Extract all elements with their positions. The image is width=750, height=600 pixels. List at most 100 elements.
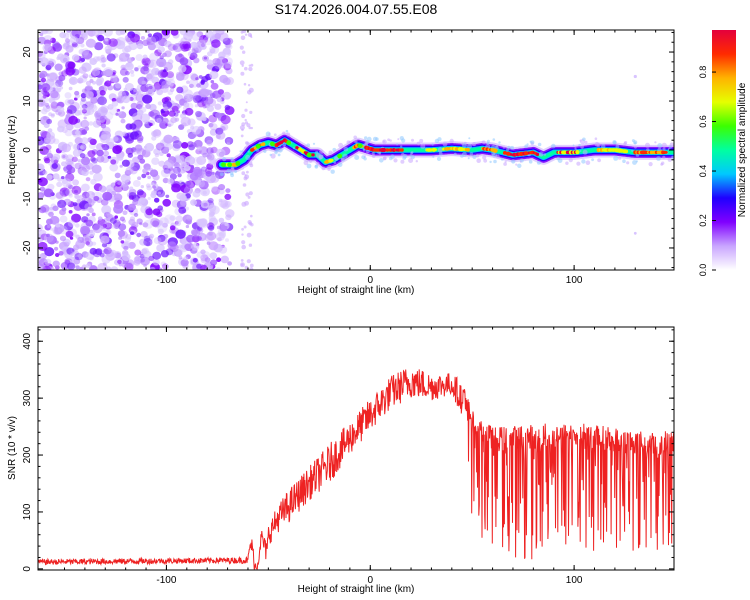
- ridge-speckle: [537, 142, 542, 147]
- noise-speckle-dot: [81, 235, 92, 244]
- ridge-speckle: [314, 164, 318, 168]
- noise-speckle-dot: [160, 250, 169, 258]
- noise-speckle-dot: [145, 208, 153, 216]
- noise-speckle-dot: [211, 186, 218, 192]
- noise-speckle-dot: [218, 184, 226, 191]
- noise-speckle-dot: [193, 139, 203, 148]
- noise-speckle-dot: [206, 231, 217, 241]
- ridge-speckle: [315, 150, 319, 154]
- noise-speckle-dot: [44, 44, 52, 51]
- ridge-speckle: [469, 152, 474, 156]
- noise-speckle-dot: [205, 170, 212, 177]
- ridge-speckle: [327, 167, 331, 171]
- noise-speckle-dot: [89, 265, 98, 270]
- y-tick-label: 100: [22, 503, 33, 520]
- noise-speckle-dot: [53, 227, 61, 235]
- ridge-speckle: [372, 136, 378, 142]
- ridge-speckle: [273, 133, 277, 137]
- noise-speckle-dot: [122, 95, 131, 104]
- noise-speckle-dot: [203, 56, 208, 60]
- noise-speckle-dot: [126, 57, 134, 63]
- ridge-peak: [493, 148, 498, 153]
- ridge-peak: [261, 142, 266, 147]
- noise-speckle-dot: [89, 79, 94, 83]
- ridge-speckle: [438, 151, 443, 156]
- ridge-speckle: [467, 143, 472, 149]
- noise-speckle-dot: [38, 241, 48, 251]
- noise-speckle-dot: [125, 147, 134, 155]
- noise-speckle-dot: [189, 83, 194, 88]
- noise-speckle-dot: [191, 32, 201, 41]
- noise-speckle-dot: [114, 172, 121, 179]
- noise-speckle-dot: [58, 71, 64, 76]
- noise-speckle-dot: [72, 179, 79, 186]
- noise-speckle-dot: [97, 34, 105, 42]
- noise-speckle-dot: [92, 222, 101, 230]
- ridge-speckle: [241, 150, 244, 153]
- noise-speckle-dot: [222, 203, 230, 210]
- noise-speckle-dot: [96, 80, 103, 86]
- noise-speckle-dot: [189, 172, 199, 181]
- noise-speckle-dot: [185, 181, 194, 189]
- noise-speckle-dot: [165, 194, 170, 198]
- noise-speckle-dot: [59, 235, 67, 242]
- ridge-speckle: [416, 141, 421, 146]
- noise-speckle-dot: [110, 266, 119, 270]
- noise-speckle-dot: [124, 83, 134, 91]
- ridge-speckle: [309, 159, 313, 163]
- noise-speckle-dot: [130, 33, 140, 43]
- noise-speckle-dot: [190, 52, 198, 59]
- noise-speckle-dot: [118, 236, 123, 240]
- noise-speckle-dot: [102, 223, 108, 228]
- noise-speckle-dot: [203, 100, 209, 105]
- noise-speckle-dot: [39, 252, 47, 260]
- noise-speckle-dot: [46, 152, 52, 157]
- noise-speckle-dot: [165, 146, 169, 150]
- ridge-speckle: [557, 158, 563, 164]
- noise-speckle-dot: [207, 197, 214, 204]
- noise-speckle-dot: [44, 102, 50, 107]
- ridge-speckle: [618, 156, 622, 160]
- noise-speckle-dot: [226, 141, 230, 145]
- ridge-speckle: [584, 140, 588, 144]
- noise-speckle-dot: [241, 64, 244, 68]
- noise-speckle-dot: [192, 95, 202, 104]
- noise-speckle-dot: [73, 255, 78, 259]
- noise-speckle-dot: [244, 200, 250, 206]
- noise-speckle-dot: [101, 242, 108, 248]
- ridge-peak: [270, 141, 275, 147]
- noise-speckle-dot: [132, 180, 141, 187]
- colorbar-tick-label: 0.2: [698, 214, 708, 227]
- noise-speckle-dot: [40, 233, 49, 241]
- ridge-speckle: [565, 161, 569, 165]
- noise-speckle-dot: [92, 120, 102, 128]
- noise-speckle-dot: [46, 118, 52, 125]
- ridge-speckle: [580, 145, 584, 149]
- noise-speckle-dot: [125, 167, 134, 175]
- x-tick-label: 0: [367, 575, 373, 586]
- colorbar-tick-label: 0.0: [698, 264, 708, 277]
- noise-speckle-dot: [209, 123, 218, 131]
- y-tick-label: 400: [22, 332, 33, 349]
- ridge-speckle: [468, 137, 471, 140]
- noise-speckle-dot: [195, 179, 202, 186]
- noise-speckle-dot: [151, 157, 160, 165]
- ridge-speckle: [316, 161, 320, 166]
- noise-speckle-dot: [61, 143, 72, 153]
- ridge-speckle: [504, 160, 507, 163]
- noise-speckle-dot: [119, 164, 123, 168]
- noise-speckle-dot: [130, 102, 138, 110]
- noise-speckle-dot: [39, 146, 49, 155]
- noise-speckle-dot: [151, 135, 157, 141]
- noise-speckle-dot: [121, 159, 130, 167]
- ridge-speckle: [275, 148, 279, 152]
- noise-speckle-dot: [146, 185, 152, 191]
- ridge-speckle: [624, 141, 628, 145]
- ridge-speckle: [498, 141, 501, 144]
- noise-speckle-dot: [193, 95, 197, 99]
- noise-speckle-dot: [107, 213, 113, 219]
- ridge-speckle: [282, 131, 286, 135]
- noise-speckle-dot: [95, 112, 102, 118]
- noise-speckle-dot: [167, 123, 172, 128]
- noise-speckle-dot: [128, 203, 137, 211]
